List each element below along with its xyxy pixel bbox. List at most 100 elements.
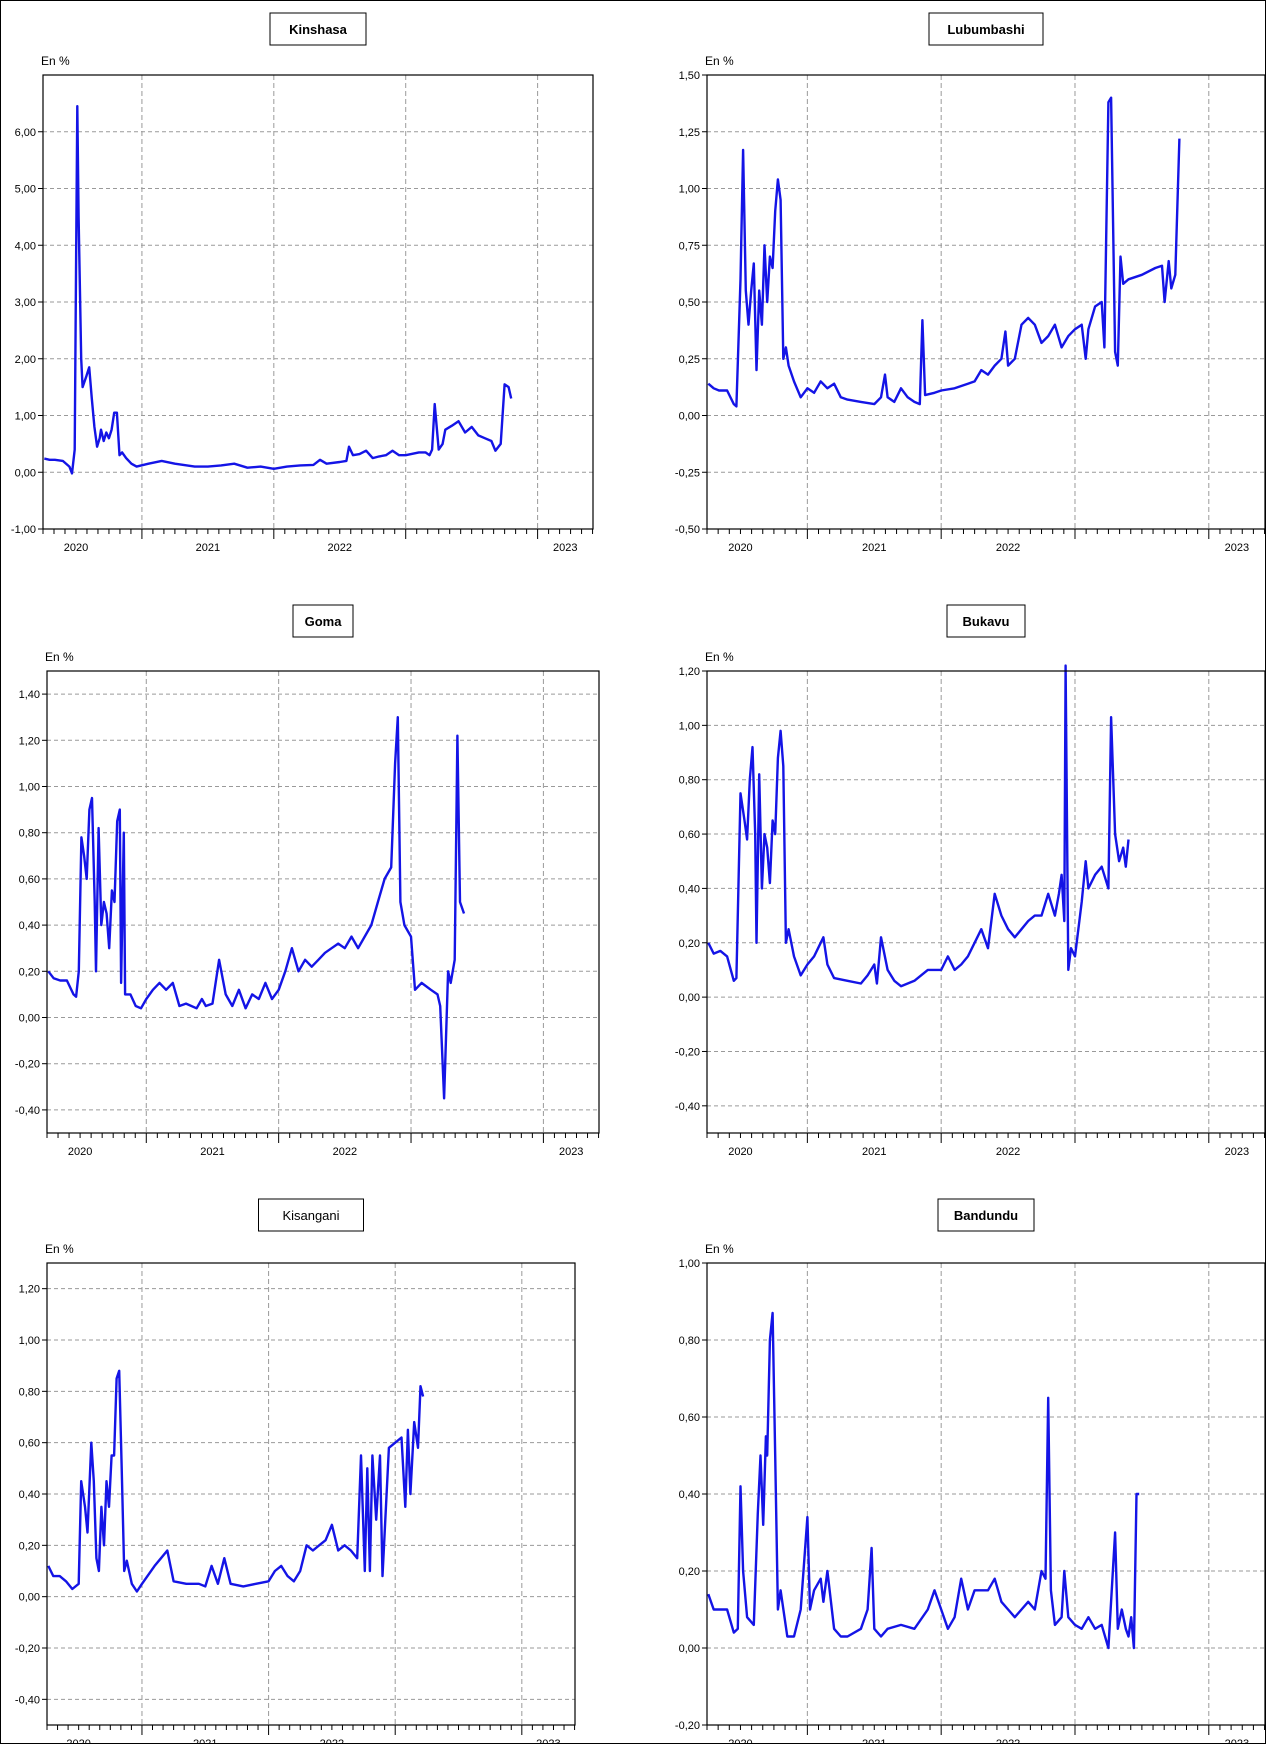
plot-frame (706, 670, 1266, 1134)
series-line (707, 664, 1130, 988)
chart-title-box (292, 604, 354, 638)
x-tick-label: 2020 (64, 542, 88, 554)
x-tick-label: 2021 (862, 1146, 886, 1158)
x-tick-label: 2020 (728, 1146, 752, 1158)
y-tick-label: -0,40 (15, 1105, 40, 1117)
y-tick-label: 0,40 (19, 920, 40, 932)
series-line (47, 1369, 425, 1593)
y-tick-label: 4,00 (15, 240, 36, 252)
chart-title-box (937, 1198, 1035, 1232)
x-tick-label: 2020 (68, 1146, 92, 1158)
y-tick-label: 0,60 (19, 874, 40, 886)
y-tick-label: 1,00 (19, 1335, 40, 1347)
y-tick-label: 0,00 (679, 992, 700, 1004)
y-tick-label: 1,00 (679, 720, 700, 732)
x-tick-label: 2022 (320, 1738, 344, 1743)
chart-title: Lubumbashi (947, 22, 1024, 37)
y-tick-label: -0,20 (15, 1059, 40, 1071)
y-tick-label: 1,00 (679, 1258, 700, 1270)
y-tick-label: 1,20 (19, 1284, 40, 1296)
y-tick-label: -0,40 (15, 1694, 40, 1706)
y-tick-label: 1,50 (679, 70, 700, 82)
x-tick-label: 2021 (196, 542, 220, 554)
y-axis-label: En % (705, 650, 734, 664)
y-tick-label: -0,40 (675, 1101, 700, 1113)
y-tick-label: 0,20 (19, 966, 40, 978)
x-tick-label: 2023 (1225, 1738, 1249, 1743)
x-tick-label: 2023 (1225, 1146, 1249, 1158)
y-tick-label: 6,00 (15, 127, 36, 139)
chart-panel-goma: -0,40 -0,20 0,00 0,20 0,40 0,60 0,80 1,00 1,20 1,… (15, 604, 600, 1158)
y-tick-label: -0,20 (15, 1643, 40, 1655)
y-axis-label: En % (705, 1242, 734, 1256)
y-tick-label: 0,00 (19, 1592, 40, 1604)
x-tick-label: 2021 (862, 1738, 886, 1743)
series-line (47, 716, 466, 1100)
y-tick-label: 3,00 (15, 297, 36, 309)
plot-frame (46, 670, 600, 1134)
y-tick-label: 0,40 (19, 1489, 40, 1501)
y-tick-label: 0,80 (19, 828, 40, 840)
y-tick-label: 0,25 (679, 354, 700, 366)
series-line (707, 96, 1181, 408)
y-tick-label: 2,00 (15, 354, 36, 366)
y-tick-label: 0,80 (679, 775, 700, 787)
x-tick-label: 2023 (536, 1738, 560, 1743)
y-tick-label: 0,60 (679, 1412, 700, 1424)
y-tick-label: 1,20 (679, 666, 700, 678)
chart-panel-kisangani: -0,40 -0,20 0,00 0,20 0,40 0,60 0,80 1,00 1,20 20… (15, 1198, 576, 1748)
y-tick-label: 0,40 (679, 1489, 700, 1501)
y-tick-label: 0,20 (679, 1566, 700, 1578)
chart-title-box (258, 1198, 364, 1232)
x-tick-label: 2021 (200, 1146, 224, 1158)
x-tick-label: 2022 (333, 1146, 357, 1158)
y-tick-label: 0,75 (679, 240, 700, 252)
x-tick-label: 2023 (1225, 542, 1249, 554)
y-tick-label: -0,50 (675, 524, 700, 536)
y-tick-label: 0,60 (19, 1438, 40, 1450)
y-tick-label: -0,20 (675, 1046, 700, 1058)
x-tick-label: 2021 (862, 542, 886, 554)
x-tick-label: 2020 (728, 1738, 752, 1743)
y-tick-label: 1,00 (15, 411, 36, 423)
chart-title: Kinshasa (289, 22, 348, 37)
y-tick-label: 5,00 (15, 184, 36, 196)
chart-title-box (269, 12, 367, 46)
x-tick-label: 2022 (996, 542, 1020, 554)
y-tick-label: 1,20 (19, 735, 40, 747)
chart-panel-lubumbashi: -0,50 -0,25 0,00 0,25 0,50 0,75 1,00 1,25 1,50 20… (675, 12, 1266, 554)
y-tick-label: 0,00 (679, 411, 700, 423)
plot-frame (46, 1262, 576, 1726)
y-tick-label: 0,00 (19, 1013, 40, 1025)
chart-title: Goma (305, 614, 343, 629)
x-tick-label: 2021 (193, 1738, 217, 1743)
y-axis-label: En % (45, 1242, 74, 1256)
x-tick-label: 2023 (553, 542, 577, 554)
x-tick-label: 2022 (996, 1738, 1020, 1743)
y-tick-label: -1,00 (11, 524, 36, 536)
chart-title-box (946, 604, 1026, 638)
y-tick-label: 0,00 (679, 1643, 700, 1655)
y-tick-label: 1,00 (679, 184, 700, 196)
y-tick-label: 0,00 (15, 467, 36, 479)
plot-frame (42, 74, 594, 530)
y-tick-label: 0,20 (679, 938, 700, 950)
chart-panel-bukavu: -0,40 -0,20 0,00 0,20 0,40 0,60 0,80 1,00 1,20 20… (675, 604, 1266, 1158)
x-tick-label: 2020 (728, 542, 752, 554)
y-tick-label: -0,25 (675, 467, 700, 479)
y-tick-label: 0,80 (679, 1335, 700, 1347)
series-line (707, 1311, 1140, 1650)
y-axis-label: En % (41, 54, 70, 68)
y-tick-label: 0,20 (19, 1540, 40, 1552)
y-tick-label: 1,25 (679, 127, 700, 139)
y-tick-label: 0,80 (19, 1386, 40, 1398)
y-tick-label: 1,00 (19, 782, 40, 794)
x-tick-label: 2020 (66, 1738, 90, 1743)
y-tick-label: 1,40 (19, 689, 40, 701)
chart-title: Kisangani (282, 1208, 339, 1223)
y-tick-label: 0,40 (679, 883, 700, 895)
x-tick-label: 2022 (328, 542, 352, 554)
chart-panel-kinshasa: -1,00 0,00 1,00 2,00 3,00 4,00 5,00 6,00 2020 202… (11, 12, 594, 554)
